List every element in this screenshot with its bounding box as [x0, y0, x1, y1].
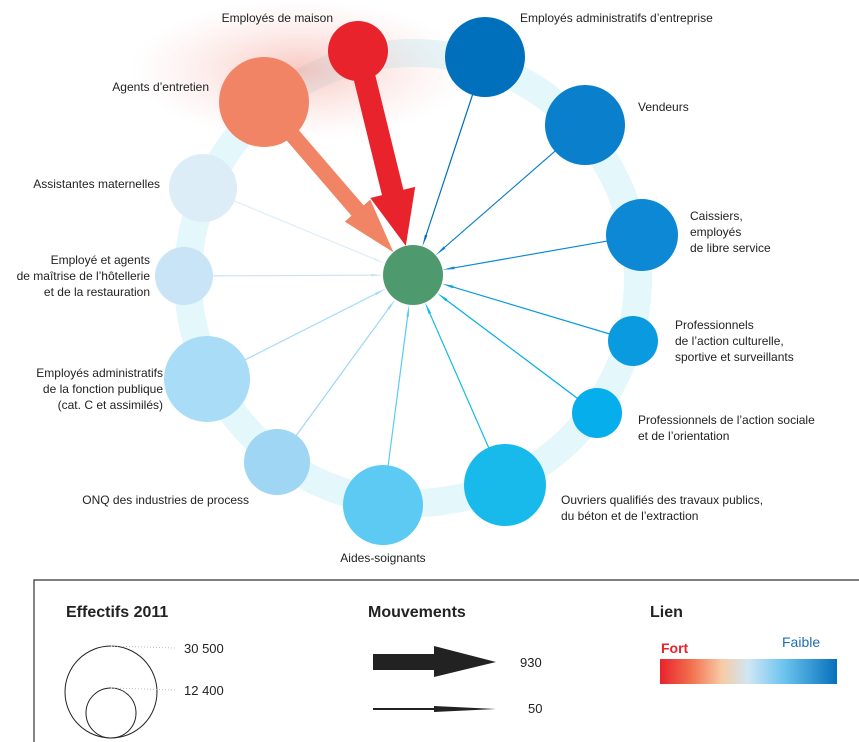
legend-lien-fort: Fort	[661, 640, 689, 656]
nodes-layer	[155, 17, 678, 545]
node-onq-process	[244, 429, 310, 495]
center-node	[383, 245, 443, 305]
legend-arrow-large	[373, 646, 496, 677]
legend: Effectifs 2011 30 500 12 400 Mouvements …	[33, 579, 859, 742]
label-line: du béton et de l’extraction	[561, 509, 698, 523]
label-aides-soignants: Aides-soignants	[340, 551, 425, 565]
links-layer	[211, 75, 612, 468]
label-line: de l’action culturelle,	[675, 334, 784, 348]
label-line: Employés de maison	[222, 11, 333, 25]
legend-mouvements-value-small: 50	[528, 701, 542, 716]
legend-mouvements-value-large: 930	[520, 655, 542, 670]
link-employes-maison	[354, 75, 416, 246]
label-line: Assistantes maternelles	[33, 177, 160, 191]
label-line: de maîtrise de l’hôtellerie	[17, 269, 151, 283]
legend-mouvements-title: Mouvements	[368, 604, 466, 621]
node-employe-hotellerie	[155, 247, 213, 305]
label-employes-fonction-publique: Employés administratifs de la fonction pu…	[36, 366, 163, 412]
label-line: de libre service	[690, 241, 771, 255]
link-employes-admin-entreprise	[422, 92, 474, 247]
label-line: Employé et agents	[51, 253, 150, 267]
label-employes-admin-entreprise: Employés administratifs d’entreprise	[520, 11, 713, 25]
legend-lien-gradient	[660, 659, 837, 684]
label-onq-process: ONQ des industries de process	[82, 493, 249, 507]
link-onq-process	[294, 299, 396, 438]
node-vendeurs	[545, 85, 625, 165]
link-caissiers	[442, 240, 609, 270]
legend-lien-title: Lien	[650, 604, 683, 621]
link-employe-hotellerie	[211, 273, 383, 277]
legend-lien-faible: Faible	[782, 634, 820, 650]
label-line: ONQ des industries de process	[82, 493, 249, 507]
legend-circle-small	[85, 687, 137, 739]
label-line: et de l’orientation	[638, 429, 729, 443]
label-line: Professionnels	[675, 318, 754, 332]
label-line: de la fonction publique	[43, 382, 163, 396]
link-ouvriers-tp	[425, 302, 490, 450]
legend-effectifs-value-small: 12 400	[184, 683, 224, 698]
label-line: Employés administratifs d’entreprise	[520, 11, 713, 25]
node-employes-maison	[328, 21, 388, 81]
node-employes-fonction-publique	[164, 336, 250, 422]
label-caissiers: Caissiers, employés de libre service	[690, 209, 771, 255]
label-employe-hotellerie: Employé et agents de maîtrise de l’hôtell…	[17, 253, 151, 299]
link-vendeurs	[435, 149, 557, 256]
link-pro-action-sociale	[437, 293, 579, 400]
label-line: (cat. C et assimilés)	[58, 398, 163, 412]
legend-effectifs-value-large: 30 500	[184, 641, 224, 656]
node-pro-action-culturelle	[608, 316, 658, 366]
ring-warm-glow	[130, 0, 470, 140]
legend-circle-large	[64, 645, 158, 739]
label-line: Professionnels de l’action sociale	[638, 413, 815, 427]
node-ouvriers-tp	[464, 444, 546, 526]
node-assistantes-maternelles	[169, 154, 237, 222]
legend-frame	[33, 579, 859, 742]
link-employes-fonction-publique	[243, 288, 387, 362]
label-employes-maison: Employés de maison	[222, 11, 333, 25]
label-line: Aides-soignants	[340, 551, 425, 565]
node-employes-admin-entreprise	[445, 17, 525, 97]
link-assistantes-maternelles	[232, 199, 386, 264]
node-aides-soignants	[343, 465, 423, 545]
legend-effectifs-title: Effectifs 2011	[66, 604, 168, 621]
label-line: Ouvriers qualifiés des travaux publics,	[561, 493, 763, 507]
label-line: sportive et surveillants	[675, 350, 794, 364]
node-agents-entretien	[219, 57, 309, 147]
label-ouvriers-tp: Ouvriers qualifiés des travaux publics, d…	[561, 493, 763, 523]
node-pro-action-sociale	[572, 388, 622, 438]
label-assistantes-maternelles: Assistantes maternelles	[33, 177, 160, 191]
label-vendeurs: Vendeurs	[638, 100, 689, 114]
legend-arrow-small	[373, 706, 496, 712]
label-pro-action-sociale: Professionnels de l’action sociale et de …	[638, 413, 815, 443]
label-line: Employés administratifs	[36, 366, 163, 380]
link-pro-action-culturelle	[441, 283, 612, 335]
label-pro-action-culturelle: Professionnels de l’action culturelle, spo…	[675, 318, 794, 364]
label-line: Agents d’entretien	[112, 80, 209, 94]
labels-layer: Employés de maison Employés administratif…	[17, 11, 815, 565]
label-line: et de la restauration	[44, 285, 150, 299]
label-line: Caissiers,	[690, 209, 743, 223]
label-line: employés	[690, 225, 741, 239]
label-agents-entretien: Agents d’entretien	[112, 80, 209, 94]
node-caissiers	[606, 199, 678, 271]
label-line: Vendeurs	[638, 100, 689, 114]
link-agents-entretien	[286, 129, 394, 253]
link-aides-soignants	[387, 304, 410, 468]
